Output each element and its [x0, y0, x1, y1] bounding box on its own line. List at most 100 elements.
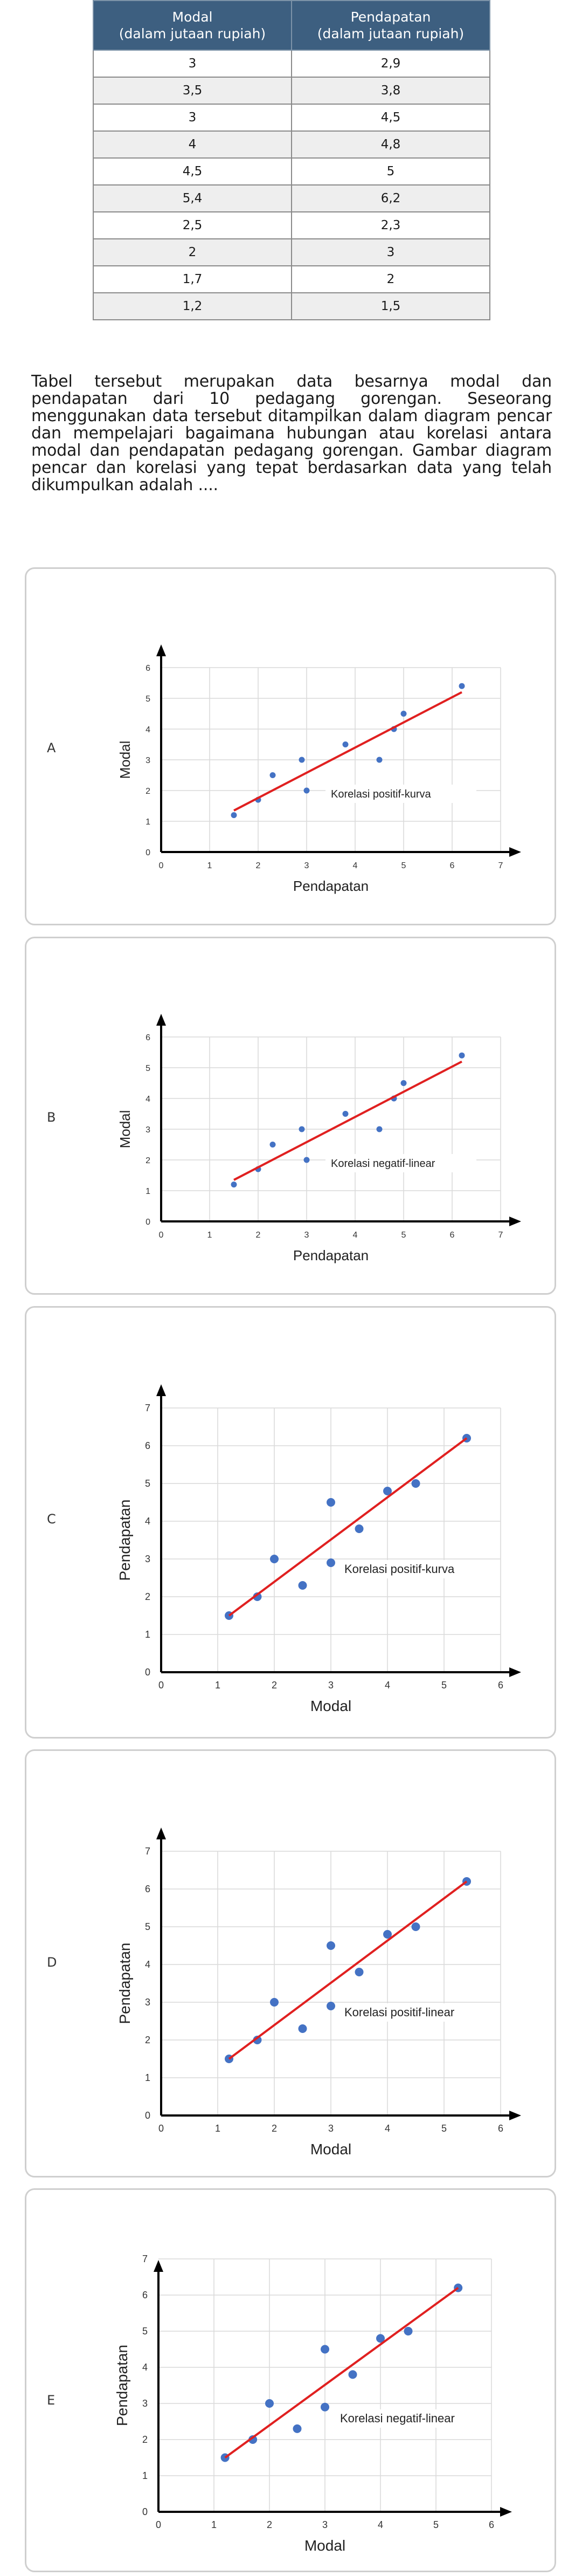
data-point	[303, 787, 310, 794]
y-tick-label: 6	[145, 1884, 150, 1894]
data-point	[400, 1080, 407, 1086]
x-tick-label: 0	[156, 2519, 161, 2530]
header-modal: Modal (dalam jutaan rupiah)	[93, 0, 292, 51]
x-tick-label: 4	[385, 1680, 390, 1691]
x-tick-label: 3	[304, 861, 309, 870]
x-tick-label: 7	[498, 1231, 503, 1240]
x-tick-label: 6	[498, 2123, 503, 2134]
data-point	[342, 1111, 349, 1117]
x-tick-label: 4	[353, 861, 358, 870]
data-point	[253, 2036, 262, 2044]
x-tick-label: 3	[328, 1680, 334, 1691]
scatter-chart-a: 0 1 2 3 4 5 6 7 0 1 2 3 4 5 6 Pendapatan Modal Korelasi p…	[117, 644, 521, 894]
annotation-background	[339, 2003, 495, 2022]
x-tick-label: 5	[433, 2519, 439, 2530]
x-tick-label: 5	[401, 1231, 406, 1240]
data-point	[327, 1941, 335, 1950]
y-tick-label: 5	[145, 1478, 150, 1489]
header-pendapatan-unit: (dalam jutaan rupiah)	[317, 26, 465, 42]
data-point	[265, 2399, 274, 2408]
y-tick-label: 7	[145, 1846, 150, 1857]
y-tick-label: 0	[145, 2110, 150, 2121]
y-tick-label: 1	[145, 1629, 150, 1640]
table-row: 4,5 5	[93, 157, 490, 186]
table-row: 4 4,8	[93, 130, 490, 159]
modal-cell: 4	[93, 130, 292, 159]
y-tick-label: 1	[142, 2470, 148, 2481]
pendapatan-cell: 4,8	[291, 130, 490, 159]
question-text: Tabel tersebut merupakan data besarnya m…	[31, 372, 552, 494]
x-axis-title: Pendapatan	[293, 878, 369, 894]
y-tick-label: 3	[145, 1554, 150, 1564]
data-point	[248, 2435, 258, 2444]
y-axis-arrow-icon	[156, 1828, 166, 1839]
data-point	[253, 1592, 262, 1601]
option-card-c[interactable]: C 0 1 2 3 4 5 6 0 1 2 3 4 5 6 7 Modal Pendapatan Korelasi…	[25, 1306, 556, 1739]
option-card-d[interactable]: D 0 1 2 3 4 5 6 0 1 2 3 4 5 6 7 Modal Pendapatan Korelasi…	[25, 1749, 556, 2177]
y-axis-title: Pendapatan	[116, 1942, 133, 2024]
pendapatan-cell: 6,2	[291, 184, 490, 212]
y-tick-label: 5	[142, 2326, 148, 2337]
data-point	[270, 1998, 279, 2007]
data-table: Modal (dalam jutaan rupiah) Pendapatan (…	[93, 0, 490, 320]
annotation-background	[325, 1154, 476, 1172]
y-tick-label: 1	[145, 2072, 150, 2083]
y-tick-label: 4	[146, 725, 150, 734]
x-tick-label: 3	[304, 1231, 309, 1240]
option-card-b[interactable]: B 0 1 2 3 4 5 6 7 0 1 2 3 4 5 6 Pendapatan Modal Korelasi…	[25, 937, 556, 1295]
annotation-background	[335, 2409, 491, 2428]
modal-cell: 2,5	[93, 211, 292, 239]
x-axis-arrow-icon	[509, 847, 521, 857]
y-tick-label: 6	[145, 1440, 150, 1451]
pendapatan-cell: 4,5	[291, 104, 490, 132]
table-row: 3 4,5	[93, 104, 490, 132]
correlation-label: Korelasi positif-linear	[344, 2005, 454, 2019]
data-point	[355, 1968, 364, 1976]
option-letter-c: C	[47, 1512, 56, 1527]
option-card-a[interactable]: A 0 1 2 3 4 5 6 7 0 1 2 3 4 5 6 Pendapatan Modal Korelasi…	[25, 567, 556, 925]
x-tick-label: 3	[322, 2519, 328, 2530]
x-tick-label: 5	[441, 1680, 447, 1691]
y-axis-arrow-icon	[156, 1014, 166, 1026]
x-axis-arrow-icon	[509, 1217, 521, 1226]
correlation-label: Korelasi negatif-linear	[331, 1158, 435, 1170]
y-tick-label: 2	[146, 1156, 150, 1165]
x-tick-label: 0	[159, 1231, 164, 1240]
modal-cell: 5,4	[93, 184, 292, 212]
table-header-row: Modal (dalam jutaan rupiah) Pendapatan (…	[93, 0, 490, 51]
x-tick-label: 3	[328, 2123, 334, 2134]
data-point	[411, 1479, 420, 1488]
x-tick-label: 0	[158, 1680, 164, 1691]
data-point	[327, 1498, 335, 1507]
data-point	[299, 757, 305, 763]
x-tick-label: 5	[441, 2123, 447, 2134]
data-point	[348, 2370, 357, 2379]
pendapatan-cell: 2	[291, 265, 490, 293]
scatter-chart-e: 0 1 2 3 4 5 6 0 1 2 3 4 5 6 7 Modal Pendapatan Korelasi n…	[114, 2254, 512, 2554]
data-point	[269, 1142, 276, 1148]
x-tick-label: 1	[215, 2123, 220, 2134]
y-tick-label: 0	[145, 1667, 150, 1678]
data-point	[299, 1126, 305, 1132]
y-axis-title: Modal	[117, 741, 133, 779]
trend-line	[224, 2286, 459, 2459]
x-tick-label: 0	[158, 2123, 164, 2134]
table-row: 2,5 2,3	[93, 211, 490, 239]
correlation-label: Korelasi positif-kurva	[331, 788, 432, 800]
pendapatan-cell: 2,3	[291, 211, 490, 239]
x-tick-label: 6	[450, 1231, 455, 1240]
option-card-e[interactable]: E 0 1 2 3 4 5 6 0 1 2 3 4 5 6 7 Modal Pendapatan Korelasi…	[25, 2188, 556, 2572]
table-row: 3 2,9	[93, 50, 490, 78]
x-axis-arrow-icon	[509, 2111, 521, 2120]
x-tick-label: 7	[498, 861, 503, 870]
y-axis-arrow-icon	[154, 2260, 163, 2272]
y-tick-label: 3	[146, 756, 150, 765]
data-point	[327, 2002, 335, 2010]
modal-cell: 1,2	[93, 292, 292, 320]
y-axis-arrow-icon	[156, 1384, 166, 1396]
x-tick-label: 2	[256, 1231, 261, 1240]
y-tick-label: 4	[146, 1095, 150, 1104]
data-point	[303, 1157, 310, 1163]
option-letter-e: E	[47, 2393, 56, 2408]
